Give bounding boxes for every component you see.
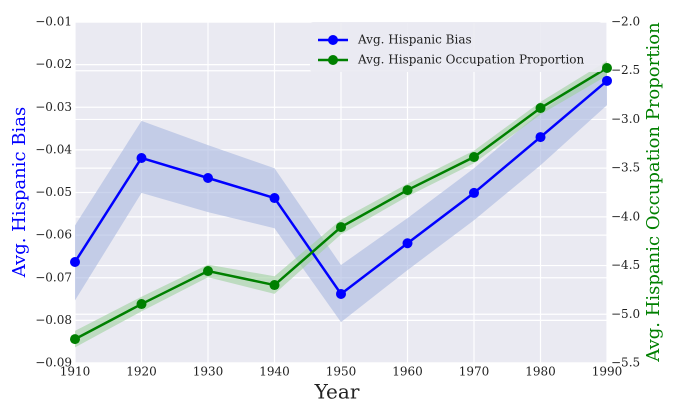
y2-tick-label: −5.0: [611, 307, 640, 321]
legend-box: [310, 22, 602, 72]
y-tick-label: −0.04: [35, 142, 72, 156]
x-tick-label: 1960: [392, 365, 423, 379]
marker: [136, 152, 147, 163]
y-tick-label: −0.08: [35, 313, 72, 327]
marker: [535, 103, 546, 114]
marker: [136, 299, 147, 310]
marker: [336, 288, 346, 299]
marker: [602, 75, 612, 86]
marker: [469, 152, 479, 163]
marker: [402, 238, 413, 249]
x-tick-label: 1980: [525, 365, 556, 379]
marker: [269, 280, 280, 291]
x-tick-label: 1920: [126, 365, 157, 379]
y2-tick-label: −4.0: [611, 209, 640, 223]
y-tick-label: −0.03: [35, 100, 72, 114]
marker: [469, 187, 479, 198]
y-tick-label: −0.05: [35, 185, 72, 199]
y-tick-label: −0.07: [35, 270, 72, 284]
marker: [535, 132, 546, 143]
y-tick-label: −0.01: [35, 15, 72, 29]
y2-tick-label: −4.5: [611, 258, 640, 272]
legend-label: Avg. Hispanic Bias: [357, 33, 472, 47]
y2-tick-label: −2.0: [611, 15, 640, 29]
x-tick-label: 1990: [592, 365, 623, 379]
y-tick-label: −0.09: [35, 356, 72, 370]
y2-tick-label: −2.5: [611, 63, 640, 77]
marker: [70, 334, 80, 345]
legend-label: Avg. Hispanic Occupation Proportion: [357, 53, 585, 67]
marker: [269, 193, 280, 204]
x-tick-label: 1940: [259, 365, 290, 379]
y2-axis-label: Avg. Hispanic Occupation Proportion: [643, 22, 664, 363]
marker: [203, 173, 213, 184]
marker: [602, 62, 612, 73]
y-tick-label: −0.06: [35, 228, 72, 242]
x-axis-label: Year: [314, 380, 360, 404]
legend-marker: [328, 55, 338, 65]
y2-tick-label: −3.0: [611, 112, 640, 126]
marker: [336, 222, 346, 233]
y2-tick-label: −3.5: [611, 161, 640, 175]
y-axis-label: Avg. Hispanic Bias: [9, 107, 30, 278]
y-tick-label: −0.02: [35, 57, 72, 71]
x-tick-label: 1950: [326, 365, 357, 379]
x-tick-label: 1930: [193, 365, 224, 379]
marker: [402, 185, 413, 196]
marker: [203, 266, 213, 277]
legend-marker: [328, 35, 338, 45]
confidence-band: [75, 64, 607, 323]
y2-tick-label: −5.5: [611, 356, 640, 370]
x-tick-label: 1970: [459, 365, 490, 379]
x-tick-label: 1910: [60, 365, 91, 379]
marker: [70, 256, 80, 267]
